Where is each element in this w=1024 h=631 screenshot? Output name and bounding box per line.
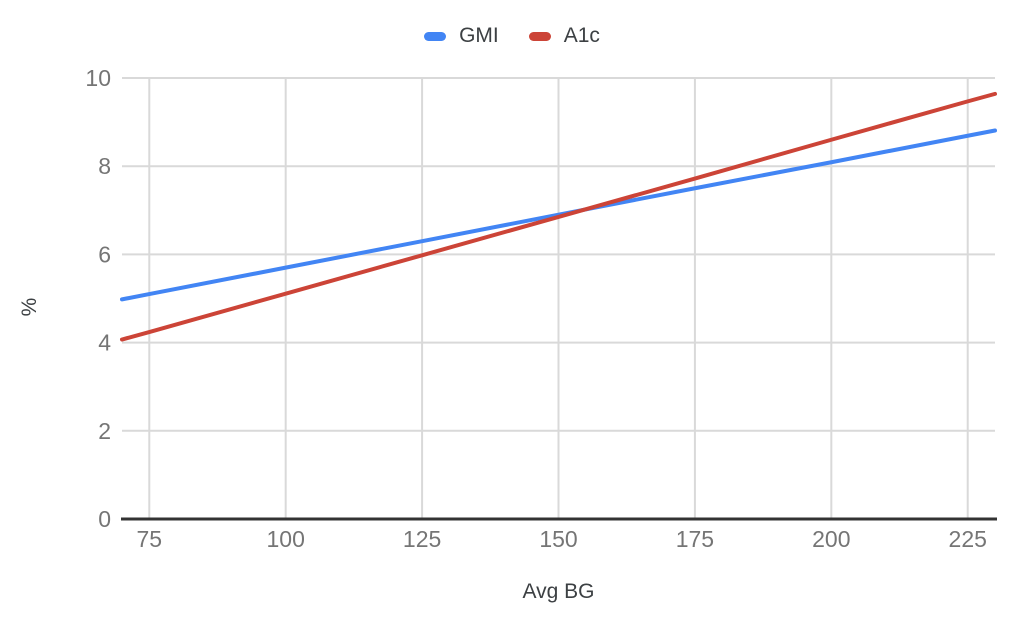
a1c-series-line [120, 91, 997, 342]
x-tick-label: 100 [267, 526, 305, 552]
x-axis-title: Avg BG [522, 580, 595, 603]
gmi-legend-label: GMI [459, 24, 499, 47]
gmi-series-line [120, 128, 997, 302]
x-tick-label: 175 [676, 526, 714, 552]
x-tick-label: 150 [539, 526, 577, 552]
legend-item-gmi: GMI [424, 24, 499, 48]
a1c-legend-swatch [528, 31, 551, 41]
gmi-legend-swatch [424, 31, 447, 41]
y-tick-label: 0 [98, 506, 111, 532]
x-tick-label: 225 [949, 526, 987, 552]
y-tick-label: 8 [98, 153, 111, 179]
a1c-legend-label: A1c [563, 24, 600, 47]
y-axis-title: % [18, 297, 41, 317]
y-tick-label: 4 [98, 330, 111, 356]
legend: GMI A1c [0, 24, 1024, 48]
y-tick-label: 10 [85, 65, 111, 91]
y-tick-label: 6 [98, 241, 111, 267]
x-tick-label: 125 [403, 526, 441, 552]
x-tick-label: 200 [812, 526, 850, 552]
x-tick-label: 75 [136, 526, 162, 552]
legend-item-a1c: A1c [528, 24, 600, 48]
y-tick-label: 2 [98, 418, 111, 444]
